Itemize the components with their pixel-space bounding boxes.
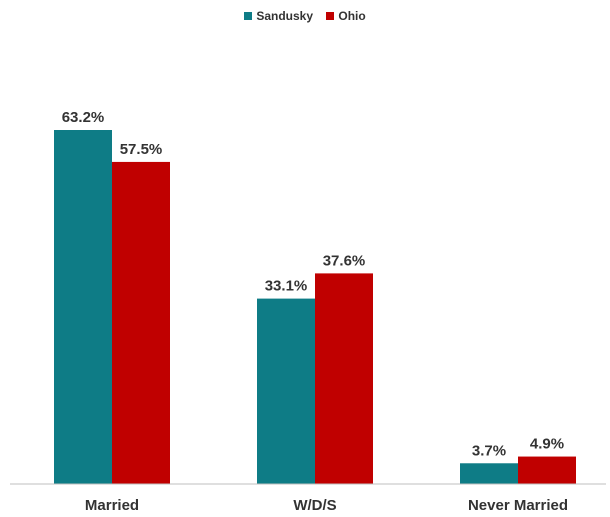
legend-label-ohio: Ohio [338,9,366,23]
category-label-married: Married [85,497,139,514]
value-label-ohio-married: 57.5% [120,141,163,158]
legend: Sandusky Ohio [0,9,610,23]
value-label-ohio-w-d-s: 37.6% [323,252,366,269]
category-label-never-married: Never Married [468,497,568,514]
value-label-sandusky-married: 63.2% [62,109,105,126]
value-label-sandusky-never-married: 3.7% [472,442,506,459]
bar-sandusky-married [54,130,112,484]
bar-ohio-never-married [518,456,576,484]
value-label-sandusky-w-d-s: 33.1% [265,278,308,295]
bars-group [54,130,576,484]
bar-ohio-w-d-s [315,273,373,484]
bar-sandusky-never-married [460,463,518,484]
category-label-w-d-s: W/D/S [293,497,336,514]
legend-item-ohio: Ohio [326,9,366,23]
bar-sandusky-w-d-s [257,298,315,484]
legend-label-sandusky: Sandusky [256,9,314,23]
value-labels-group: 63.2% 57.5% 33.1% 37.6% 3.7% 4.9% [62,109,564,459]
legend-swatch-sandusky [244,12,253,20]
bar-ohio-married [112,161,170,484]
legend-item-sandusky: Sandusky [244,9,313,23]
legend-swatch-ohio [326,12,335,20]
value-label-ohio-never-married: 4.9% [530,436,564,453]
category-labels-group: Married W/D/S Never Married [85,497,568,514]
